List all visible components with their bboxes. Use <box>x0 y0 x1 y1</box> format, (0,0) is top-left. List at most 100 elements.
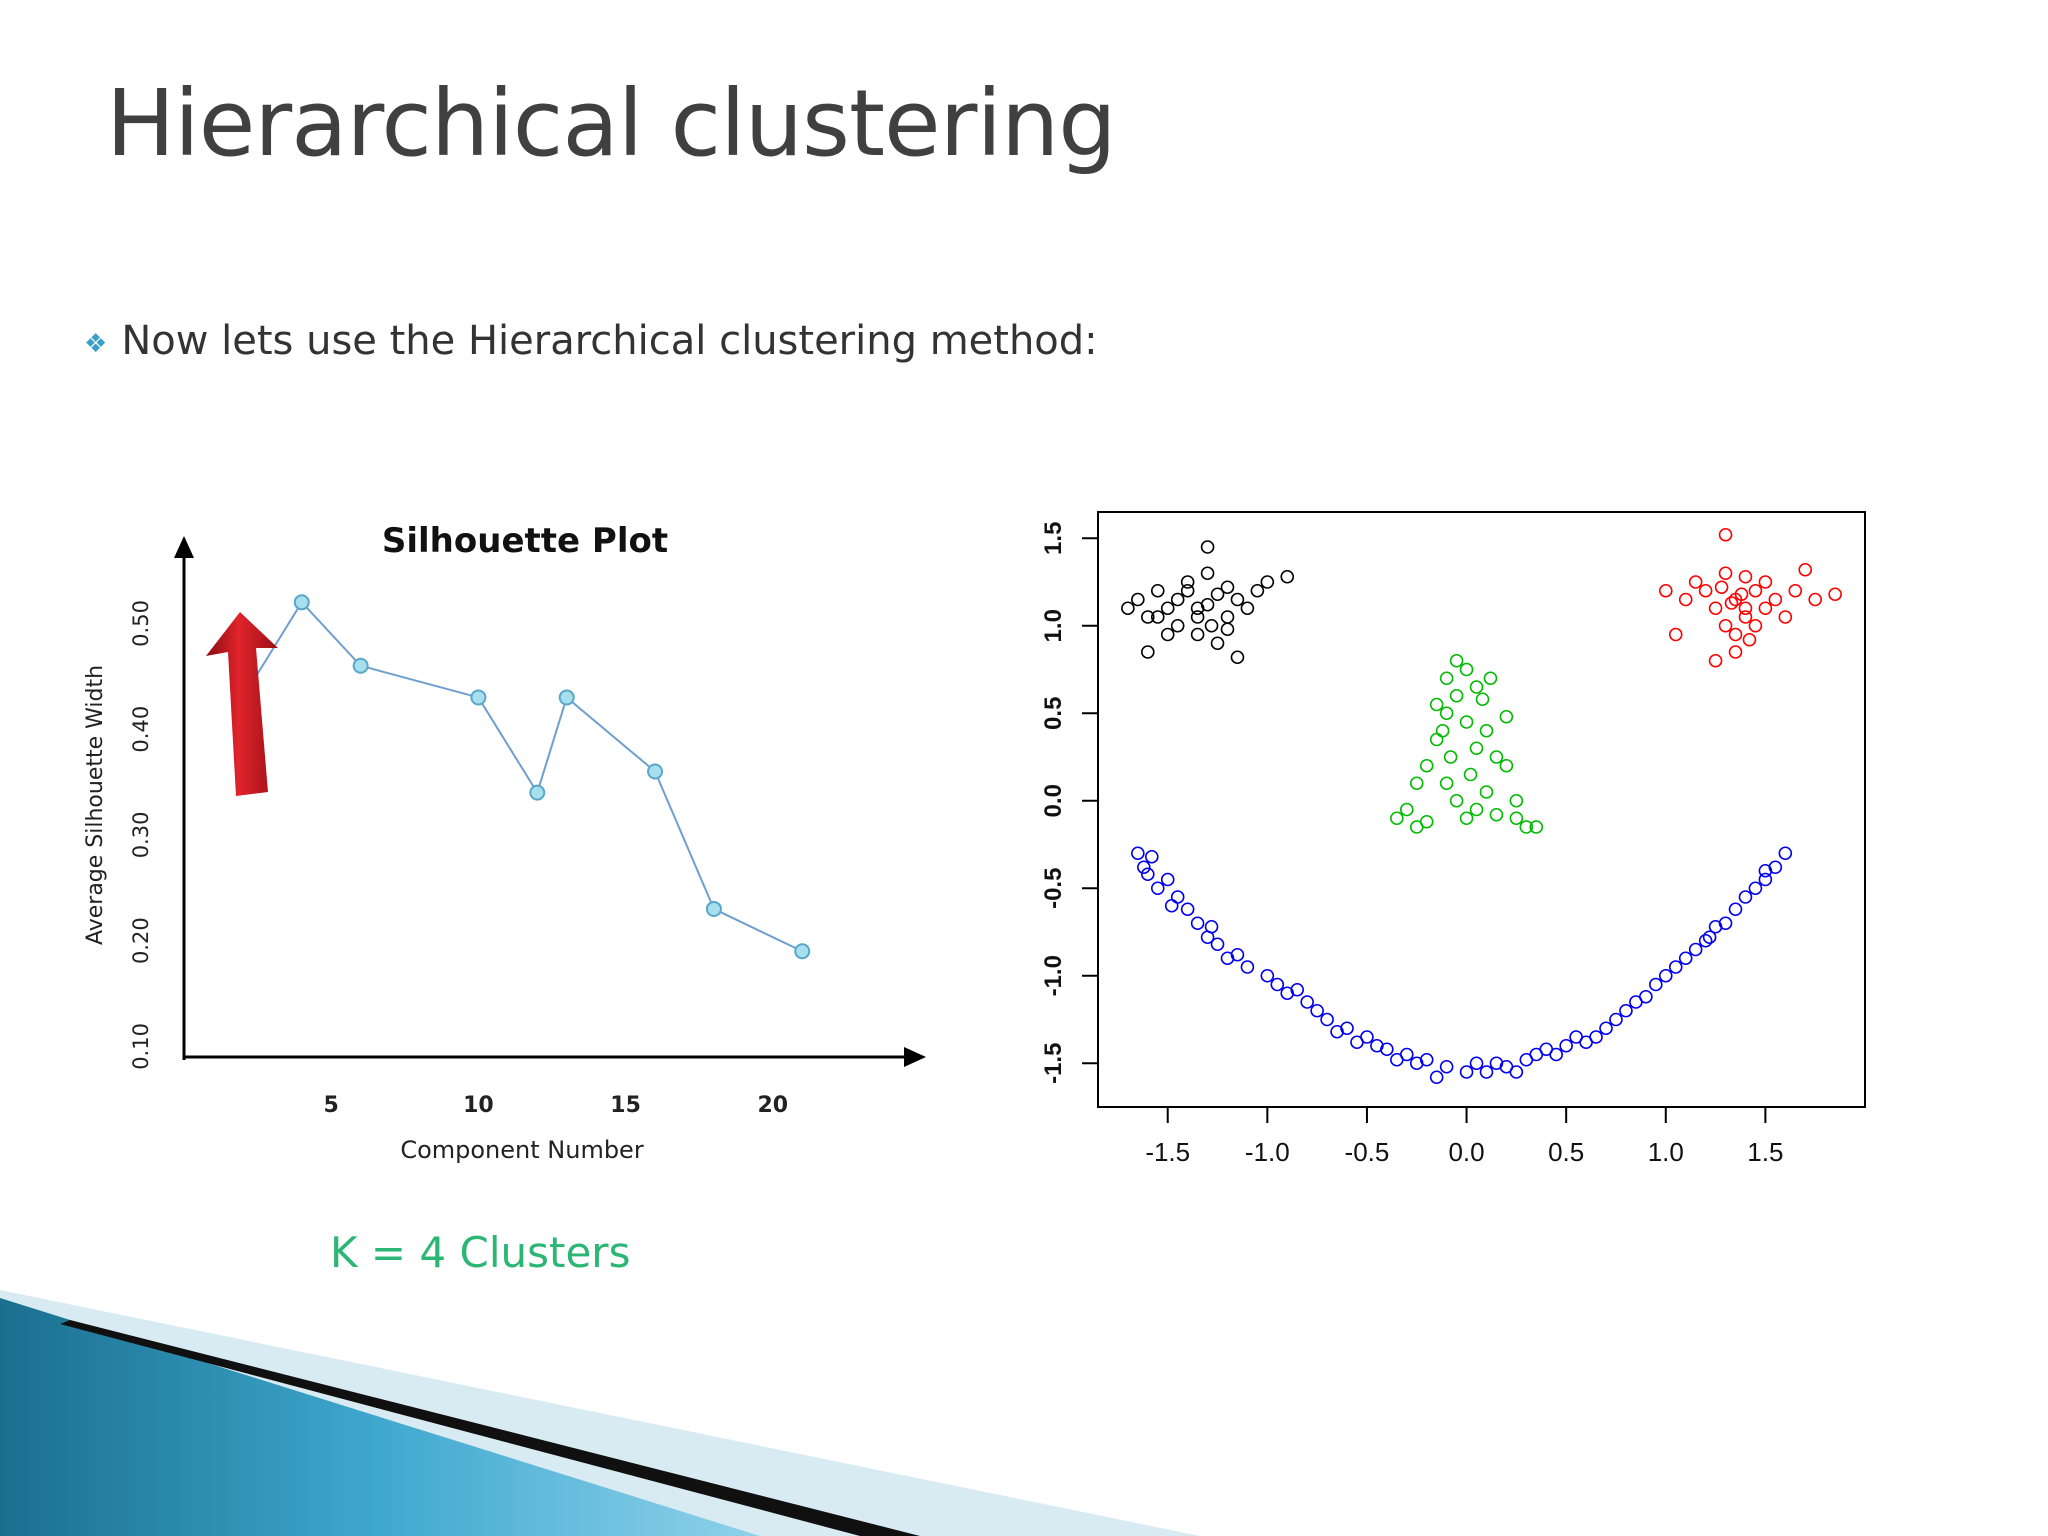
cluster-point-blue <box>1131 846 1145 861</box>
cluster-point-green <box>1429 697 1444 712</box>
cluster-point-green <box>1439 706 1454 721</box>
cluster-point-black <box>1260 575 1275 589</box>
cluster-point-green <box>1390 811 1404 826</box>
footer-decoration <box>0 1290 1200 1536</box>
cluster-point-red <box>1828 587 1842 602</box>
y-tick-label: 1.0 <box>1040 609 1067 642</box>
cluster-point-blue <box>1619 1003 1633 1018</box>
cluster-point-red <box>1738 610 1753 624</box>
data-point <box>647 763 664 780</box>
cluster-point-red <box>1688 575 1703 589</box>
x-tick-label: 0.5 <box>1548 1137 1584 1167</box>
cluster-point-black <box>1141 610 1155 624</box>
cluster-point-blue <box>1748 881 1763 896</box>
cluster-point-black <box>1240 601 1255 616</box>
cluster-point-green <box>1489 750 1504 764</box>
cluster-point-blue <box>1230 947 1245 962</box>
cluster-point-green <box>1443 750 1458 764</box>
cluster-point-green <box>1479 785 1494 799</box>
cluster-point-green <box>1469 802 1484 817</box>
cluster-point-blue <box>1469 1056 1484 1071</box>
x-tick-label: 10 <box>463 1093 494 1118</box>
cluster-point-red <box>1714 580 1729 595</box>
cluster-point-blue <box>1380 1042 1394 1057</box>
cluster-point-blue <box>1658 968 1673 983</box>
cluster-point-green <box>1449 688 1464 703</box>
cluster-point-blue <box>1330 1024 1344 1039</box>
cluster-point-blue <box>1429 1070 1444 1085</box>
cluster-point-blue <box>1290 982 1305 997</box>
cluster-point-blue <box>1778 846 1793 861</box>
cluster-point-red <box>1708 653 1723 668</box>
y-tick-label: 0.0 <box>1040 784 1067 817</box>
cluster-point-black <box>1204 618 1219 633</box>
cluster-point-blue <box>1609 1012 1623 1027</box>
cluster-point-green <box>1483 671 1498 686</box>
cluster-point-green <box>1459 715 1474 729</box>
cluster-point-green <box>1429 732 1444 747</box>
silhouette-chart: Silhouette Plot 0.10 0.20 0.30 0.40 0.50 5 10… <box>83 521 926 1164</box>
cluster-point-black <box>1150 583 1165 598</box>
cluster-point-blue <box>1678 951 1693 966</box>
cluster-point-black <box>1121 601 1135 616</box>
cluster-point-blue <box>1509 1065 1524 1079</box>
cluster-point-red <box>1738 601 1753 616</box>
cluster-point-blue <box>1419 1052 1434 1067</box>
cluster-point-green <box>1475 692 1490 707</box>
x-axis-label: Component Number <box>400 1136 644 1164</box>
cluster-point-red <box>1788 583 1803 598</box>
cluster-point-green <box>1519 820 1534 834</box>
cluster-point-red <box>1748 583 1763 598</box>
cluster-point-red <box>1728 627 1743 642</box>
cluster-point-blue <box>1210 937 1225 952</box>
cluster-point-black <box>1190 610 1205 624</box>
cluster-point-blue <box>1144 849 1159 864</box>
cluster-point-green <box>1463 767 1478 782</box>
cluster-point-green <box>1469 741 1484 756</box>
cluster-point-green <box>1449 653 1464 668</box>
cluster-point-red <box>1758 575 1773 589</box>
x-tick-labels: 5 10 15 20 <box>324 1093 789 1118</box>
x-tick-label: -0.5 <box>1345 1137 1390 1167</box>
y-tick-label: 0.40 <box>129 706 153 753</box>
y-tick-label: -1.0 <box>1040 955 1067 996</box>
cluster-point-black <box>1230 650 1245 665</box>
cluster-point-blue <box>1688 942 1703 957</box>
cluster-point-blue <box>1150 881 1165 896</box>
cluster-point-blue <box>1718 916 1733 931</box>
cluster-point-green <box>1509 793 1524 808</box>
cluster-point-blue <box>1649 977 1663 992</box>
cluster-point-red <box>1718 527 1733 542</box>
x-tick-label: 15 <box>610 1093 641 1118</box>
y-tick-labels: 0.10 0.20 0.30 0.40 0.50 <box>129 600 153 1070</box>
x-tick-label: 5 <box>324 1093 339 1118</box>
cluster-point-green <box>1469 680 1484 694</box>
cluster-point-black <box>1220 622 1235 637</box>
cluster-point-blue <box>1170 890 1185 904</box>
cluster-point-green <box>1419 758 1434 773</box>
cluster-point-black <box>1160 601 1175 616</box>
cluster-point-blue <box>1310 1003 1324 1018</box>
cluster-point-red <box>1718 618 1733 633</box>
slide-title: Hierarchical clustering <box>106 70 1117 177</box>
cluster-point-black <box>1280 569 1295 584</box>
data-point <box>470 689 487 706</box>
cluster-point-black <box>1230 592 1245 607</box>
cluster-point-blue <box>1479 1065 1494 1079</box>
cluster-point-blue <box>1141 867 1155 882</box>
data-point <box>529 784 546 801</box>
cluster-point-red <box>1668 627 1683 642</box>
cluster-point-black <box>1200 540 1215 554</box>
bullet-text: Now lets use the Hierarchical clustering… <box>121 318 1098 364</box>
cluster-point-blue <box>1702 930 1717 945</box>
cluster-point-green <box>1399 802 1414 817</box>
cluster-point-blue <box>1180 902 1195 917</box>
x-tick-label: 20 <box>757 1093 788 1118</box>
cluster-point-red <box>1724 596 1739 610</box>
k-clusters-caption: K = 4 Clusters <box>330 1228 631 1277</box>
cluster-point-blue <box>1738 890 1753 904</box>
silhouette-chart-title: Silhouette Plot <box>382 521 668 561</box>
cluster-point-red <box>1758 601 1773 616</box>
cluster-point-green <box>1529 820 1544 834</box>
y-tick-label: 0.30 <box>129 812 153 859</box>
